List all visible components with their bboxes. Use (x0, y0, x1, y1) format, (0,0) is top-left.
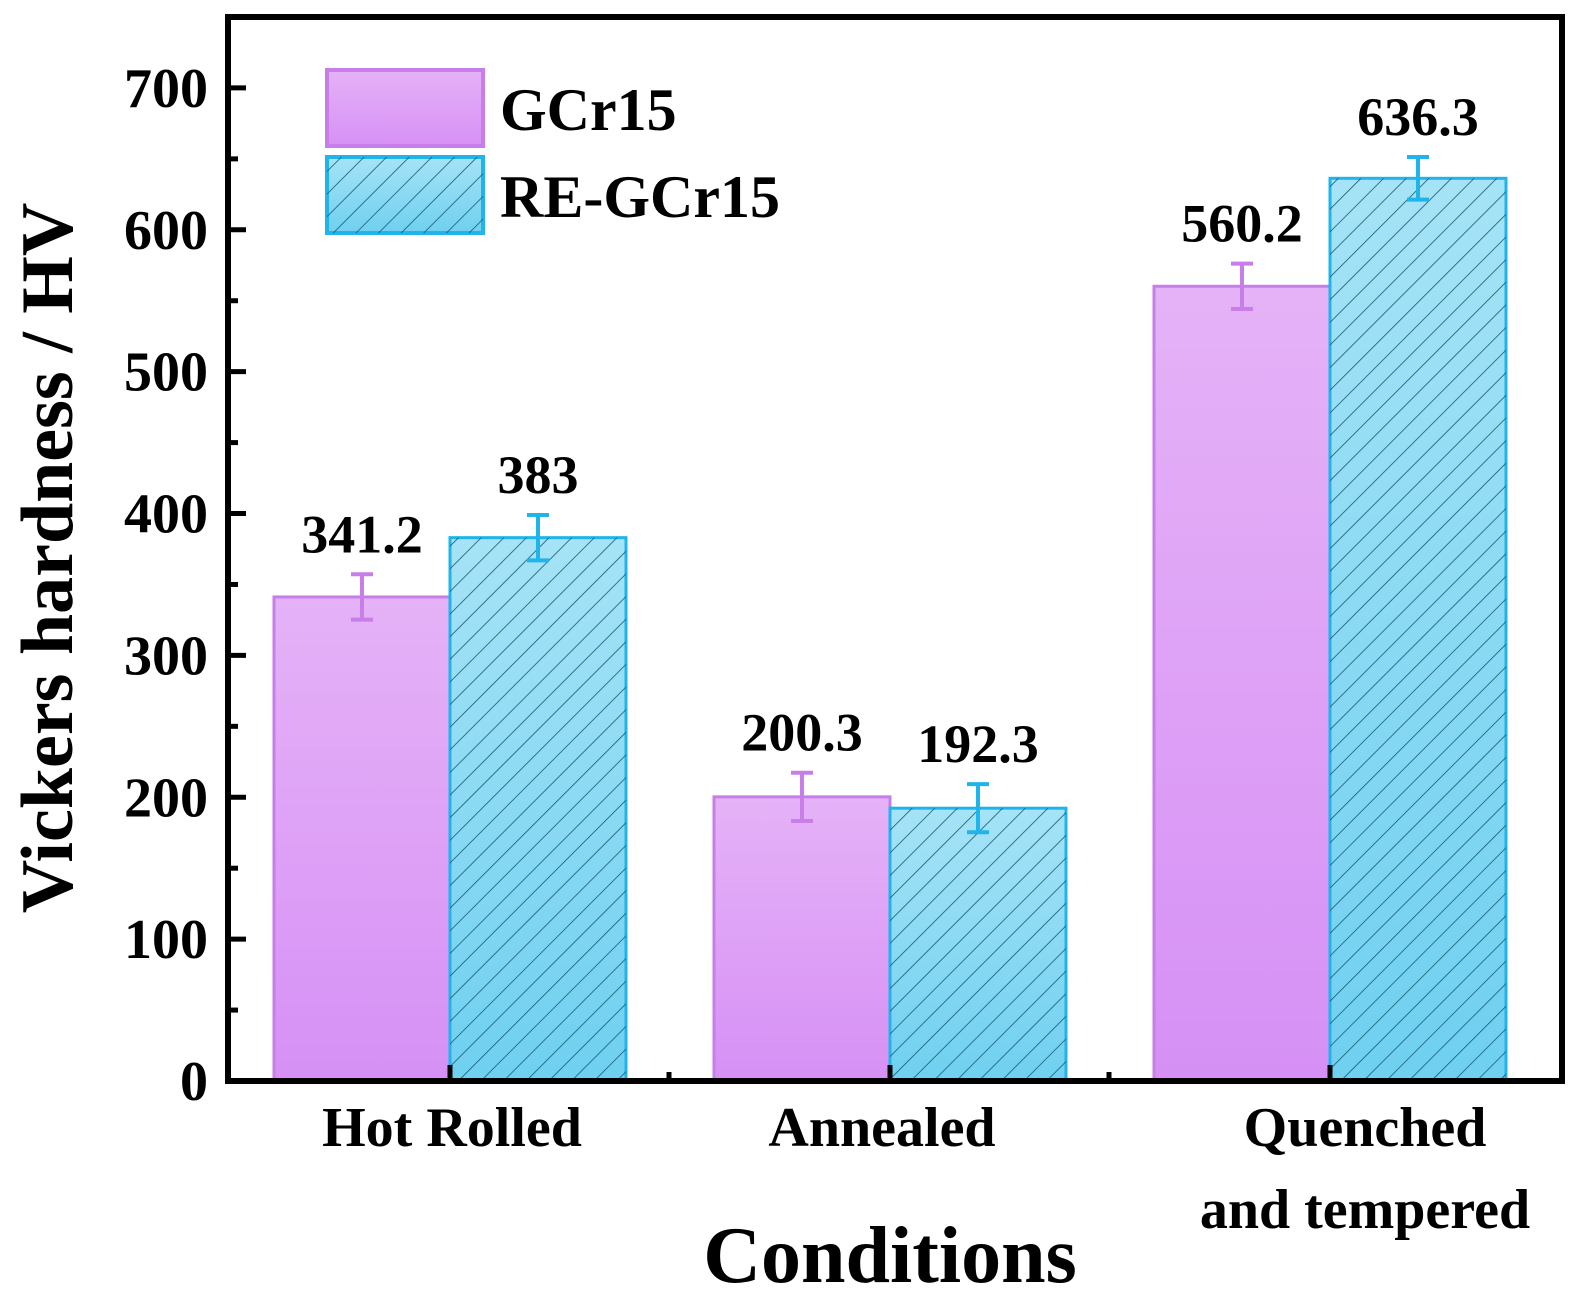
legend: GCr15 RE-GCr15 (325, 68, 780, 235)
value-label-re-gcr15-1: 192.3 (917, 714, 1039, 774)
y-tick-label: 600 (124, 200, 208, 262)
x-tick-label: and tempered (1200, 1179, 1530, 1241)
value-label-re-gcr15-0: 383 (498, 445, 579, 505)
value-label-gcr15-1: 200.3 (741, 703, 863, 763)
y-tick-label: 400 (124, 484, 208, 546)
value-label-re-gcr15-2: 636.3 (1357, 87, 1479, 147)
x-axis-label: Conditions (703, 1212, 1076, 1300)
x-tick-label: Quenched (1244, 1097, 1487, 1159)
error-bar-gcr15-1 (791, 770, 813, 823)
y-tick-label: 500 (124, 342, 208, 404)
bar-gcr15-2 (1152, 284, 1332, 1083)
bar-hatch-re-gcr15-2 (1330, 178, 1506, 1082)
error-bar-gcr15-2 (1231, 261, 1253, 311)
y-tick-label: 200 (124, 767, 208, 829)
y-tick-label: 700 (124, 58, 208, 120)
bar-gcr15-1 (712, 795, 892, 1083)
y-tick-label: 0 (180, 1051, 208, 1113)
error-bars-layer (351, 155, 1429, 835)
x-tick-label: Hot Rolled (322, 1097, 582, 1159)
value-label-gcr15-0: 341.2 (301, 504, 423, 564)
plot-frame (225, 14, 1565, 1084)
x-axis: Hot Rolled Annealed Quenched and tempered (322, 1065, 1530, 1241)
legend-label-gcr15: GCr15 (500, 77, 677, 143)
value-label-gcr15-2: 560.2 (1181, 194, 1303, 254)
error-bar-gcr15-0 (351, 572, 373, 622)
bars-layer (272, 176, 1508, 1083)
legend-label-re-gcr15: RE-GCr15 (500, 164, 780, 230)
error-bar-re-gcr15-2 (1407, 155, 1429, 202)
legend-swatch-re-gcr15-hatch (327, 157, 483, 233)
y-axis: 0 100 200 300 400 500 600 700 (124, 58, 246, 1113)
bar-gcr15-0 (272, 595, 452, 1083)
error-bar-re-gcr15-1 (967, 782, 989, 835)
y-tick-label: 300 (124, 625, 208, 687)
y-axis-label: Vickers hardness / HV (7, 203, 89, 914)
value-labels-layer: 341.2 200.3 560.2 383 192.3 636.3 (301, 87, 1479, 774)
bar-hatch-re-gcr15-1 (890, 808, 1066, 1081)
x-tick-label: Annealed (768, 1097, 995, 1159)
error-bar-re-gcr15-0 (527, 512, 549, 563)
y-tick-label: 100 (124, 909, 208, 971)
bar-hatch-re-gcr15-0 (450, 537, 626, 1081)
legend-swatch-gcr15 (325, 68, 485, 148)
